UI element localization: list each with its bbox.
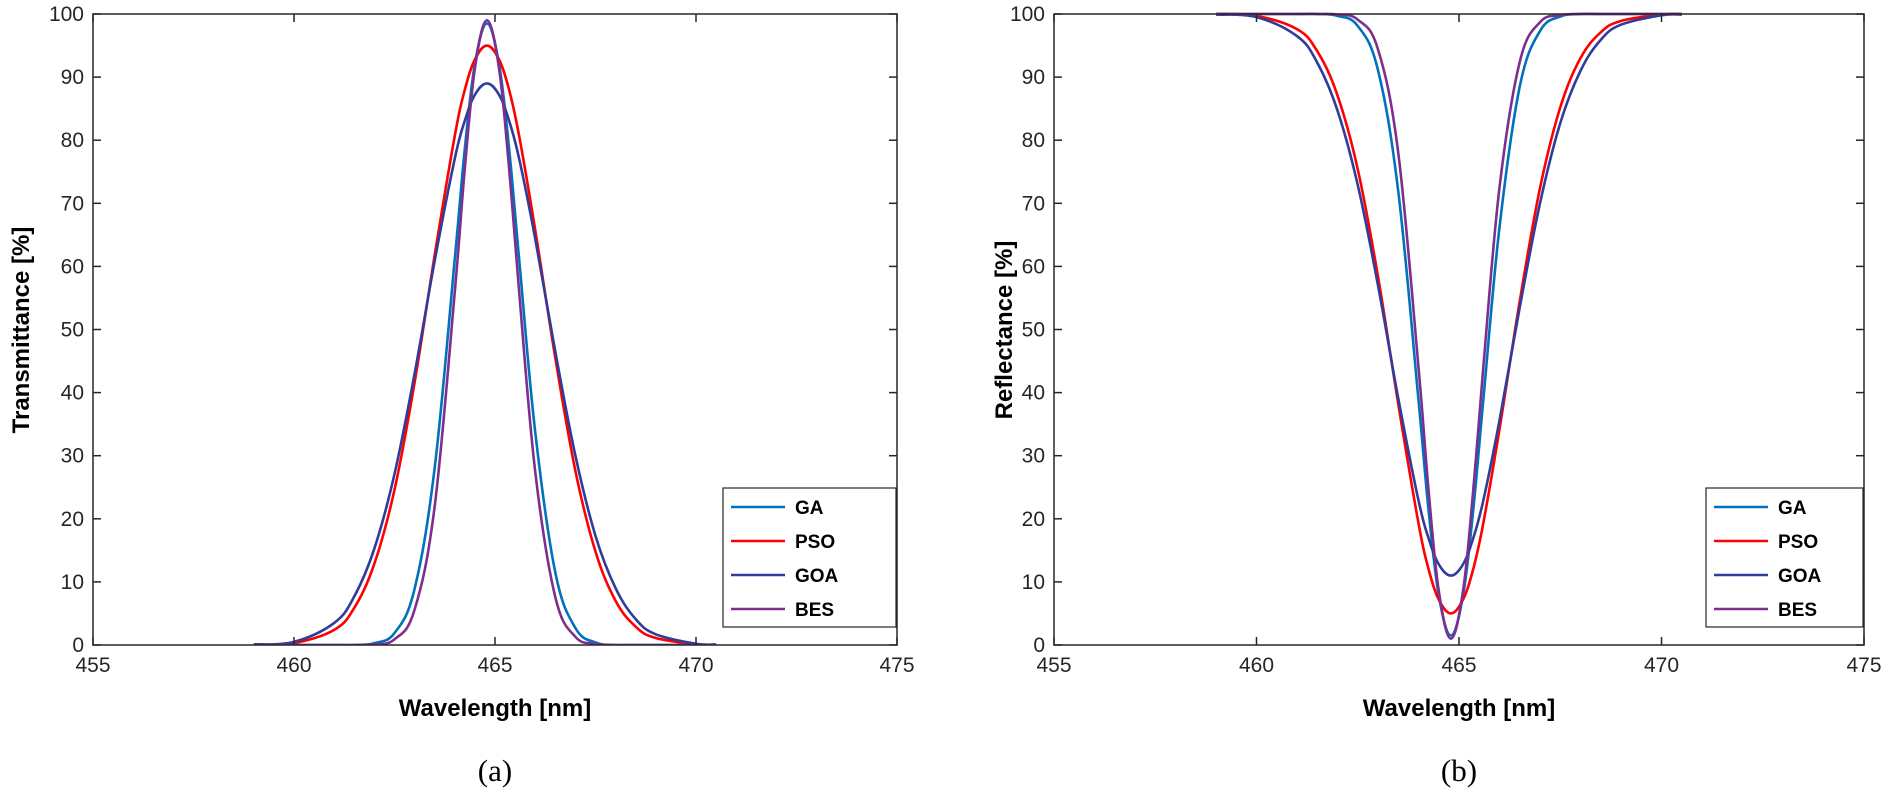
x-tick-label: 475 bbox=[1846, 654, 1881, 677]
y-tick-label: 0 bbox=[1033, 634, 1045, 657]
series-line-goa bbox=[253, 82, 717, 645]
x-tick-label: 460 bbox=[1239, 654, 1274, 677]
legend-label: BES bbox=[795, 600, 834, 621]
y-tick-label: 40 bbox=[1022, 382, 1045, 405]
y-tick-label: 50 bbox=[1022, 319, 1045, 342]
y-tick-label: 30 bbox=[61, 445, 84, 468]
legend-label: PSO bbox=[1778, 532, 1818, 553]
y-tick-label: 60 bbox=[61, 255, 84, 278]
y-tick-label: 0 bbox=[72, 634, 84, 657]
chart-reflectance: Wavelength [nm] Reflectance [%] (b) 455 4… bbox=[991, 3, 1882, 788]
y-tick-label: 100 bbox=[49, 3, 84, 26]
y-tick-label: 90 bbox=[1022, 66, 1045, 89]
x-tick-label: 470 bbox=[1644, 654, 1679, 677]
legend-item-pso: PSO bbox=[1714, 532, 1818, 553]
y-tick-label: 70 bbox=[61, 192, 84, 215]
legend-label: PSO bbox=[795, 532, 835, 553]
series-line-pso bbox=[253, 44, 717, 645]
legend-label: BES bbox=[1778, 600, 1817, 621]
y-tick-label: 30 bbox=[1022, 445, 1045, 468]
series-line-bes bbox=[1216, 12, 1682, 640]
panel-label: (a) bbox=[478, 753, 512, 788]
y-tick-label: 80 bbox=[61, 129, 84, 152]
y-axis-label: Transmittance [%] bbox=[8, 227, 35, 434]
series-line-ga bbox=[1216, 12, 1682, 637]
y-tick-label: 60 bbox=[1022, 255, 1045, 278]
legend-item-ga: GA bbox=[731, 498, 824, 519]
x-tick-label: 470 bbox=[678, 654, 713, 677]
legend-item-bes: BES bbox=[731, 600, 834, 621]
y-tick-label: 70 bbox=[1022, 192, 1045, 215]
series-line-bes bbox=[253, 19, 717, 645]
legend-label: GA bbox=[1778, 498, 1807, 519]
x-tick-label: 455 bbox=[75, 654, 110, 677]
legend: GA PSO GOA BES bbox=[722, 487, 897, 628]
chart-transmittance: Wavelength [nm] Transmittance [%] (a) 45… bbox=[8, 3, 915, 788]
x-tick-label: 465 bbox=[1441, 654, 1476, 677]
legend-item-bes: BES bbox=[1714, 600, 1817, 621]
y-tick-label: 50 bbox=[61, 319, 84, 342]
x-axis-label: Wavelength [nm] bbox=[1363, 695, 1555, 722]
legend: GA PSO GOA BES bbox=[1705, 487, 1864, 628]
y-axis-label: Reflectance [%] bbox=[991, 241, 1018, 420]
x-axis-label: Wavelength [nm] bbox=[399, 695, 591, 722]
x-tick-label: 475 bbox=[879, 654, 914, 677]
x-tick-label: 465 bbox=[477, 654, 512, 677]
x-tick-label: 460 bbox=[276, 654, 311, 677]
y-tick-label: 90 bbox=[61, 66, 84, 89]
legend-item-goa: GOA bbox=[731, 566, 839, 587]
y-tick-label: 20 bbox=[1022, 508, 1045, 531]
y-tick-label: 20 bbox=[61, 508, 84, 531]
legend-label: GOA bbox=[795, 566, 839, 587]
legend-item-goa: GOA bbox=[1714, 566, 1822, 587]
series-line-pso bbox=[1215, 12, 1682, 615]
y-tick-label: 40 bbox=[61, 382, 84, 405]
legend-label: GOA bbox=[1778, 566, 1822, 587]
y-tick-label: 100 bbox=[1010, 3, 1045, 26]
y-tick-label: 10 bbox=[61, 571, 84, 594]
panel-label: (b) bbox=[1441, 753, 1477, 788]
y-tick-label: 10 bbox=[1022, 571, 1045, 594]
legend-item-ga: GA bbox=[1714, 498, 1807, 519]
legend-box bbox=[1705, 487, 1864, 628]
series-line-goa bbox=[1215, 12, 1682, 577]
legend-label: GA bbox=[795, 498, 824, 519]
series-line-ga bbox=[253, 22, 717, 645]
x-tick-label: 455 bbox=[1036, 654, 1071, 677]
legend-item-pso: PSO bbox=[731, 532, 835, 553]
legend-box bbox=[722, 487, 897, 628]
y-tick-label: 80 bbox=[1022, 129, 1045, 152]
